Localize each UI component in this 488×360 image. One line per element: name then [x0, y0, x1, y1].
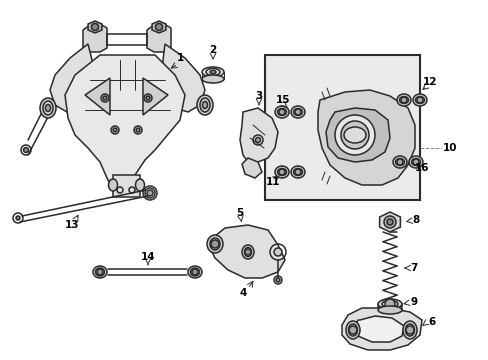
Circle shape — [400, 97, 406, 103]
Text: 6: 6 — [427, 317, 435, 327]
Polygon shape — [242, 158, 262, 178]
Ellipse shape — [209, 71, 216, 73]
Text: 15: 15 — [275, 95, 290, 105]
Circle shape — [91, 23, 98, 31]
Circle shape — [383, 216, 395, 228]
Text: 8: 8 — [411, 215, 419, 225]
Circle shape — [146, 96, 150, 100]
Polygon shape — [147, 24, 171, 52]
Polygon shape — [152, 21, 165, 33]
Circle shape — [275, 278, 280, 282]
Circle shape — [255, 138, 260, 143]
Ellipse shape — [108, 179, 117, 191]
Polygon shape — [341, 308, 421, 350]
Ellipse shape — [45, 104, 50, 112]
Circle shape — [155, 23, 162, 31]
Text: 7: 7 — [409, 263, 417, 273]
Circle shape — [294, 109, 301, 115]
Polygon shape — [379, 212, 400, 232]
Circle shape — [340, 121, 368, 149]
Polygon shape — [162, 44, 204, 112]
Ellipse shape — [40, 98, 56, 118]
Polygon shape — [209, 225, 285, 278]
Ellipse shape — [396, 94, 410, 106]
Circle shape — [334, 115, 374, 155]
Text: 14: 14 — [141, 252, 155, 262]
Ellipse shape — [343, 127, 365, 143]
Circle shape — [136, 128, 140, 132]
Circle shape — [273, 248, 282, 256]
FancyBboxPatch shape — [113, 175, 140, 197]
Ellipse shape — [93, 266, 107, 278]
Ellipse shape — [290, 106, 305, 118]
Ellipse shape — [135, 179, 144, 191]
Circle shape — [348, 326, 356, 334]
Polygon shape — [83, 24, 107, 52]
Polygon shape — [325, 108, 389, 162]
Circle shape — [16, 216, 20, 220]
Circle shape — [294, 169, 301, 175]
Ellipse shape — [202, 67, 224, 77]
Circle shape — [103, 96, 107, 100]
Ellipse shape — [274, 166, 288, 178]
Polygon shape — [85, 78, 110, 115]
Ellipse shape — [206, 235, 223, 253]
Polygon shape — [240, 108, 278, 162]
Circle shape — [147, 190, 153, 196]
Text: 4: 4 — [239, 288, 246, 298]
Circle shape — [244, 249, 250, 255]
Text: 16: 16 — [414, 163, 428, 173]
Circle shape — [113, 128, 117, 132]
Circle shape — [412, 159, 418, 165]
Polygon shape — [142, 78, 168, 115]
Text: 3: 3 — [255, 91, 262, 101]
Circle shape — [23, 148, 28, 153]
Ellipse shape — [412, 94, 426, 106]
Text: 2: 2 — [209, 45, 216, 55]
Circle shape — [192, 269, 198, 275]
Circle shape — [279, 169, 285, 175]
Circle shape — [97, 269, 103, 275]
Text: 5: 5 — [236, 208, 243, 218]
Circle shape — [396, 159, 402, 165]
Polygon shape — [88, 21, 102, 33]
Ellipse shape — [408, 156, 422, 168]
Text: 12: 12 — [422, 77, 436, 87]
Ellipse shape — [197, 95, 213, 115]
FancyBboxPatch shape — [264, 55, 419, 200]
Ellipse shape — [377, 299, 401, 309]
Ellipse shape — [274, 106, 288, 118]
Circle shape — [384, 299, 394, 309]
Polygon shape — [353, 316, 403, 342]
Text: 11: 11 — [265, 177, 280, 187]
Circle shape — [279, 109, 285, 115]
Polygon shape — [65, 55, 184, 195]
Text: 10: 10 — [442, 143, 456, 153]
Ellipse shape — [392, 156, 406, 168]
Ellipse shape — [202, 102, 207, 108]
Ellipse shape — [346, 321, 359, 339]
Polygon shape — [50, 44, 93, 112]
Circle shape — [416, 97, 422, 103]
Circle shape — [210, 240, 219, 248]
Polygon shape — [317, 90, 414, 185]
Text: 1: 1 — [176, 53, 183, 63]
Circle shape — [386, 219, 392, 225]
Text: 9: 9 — [409, 297, 417, 307]
Ellipse shape — [402, 321, 416, 339]
Ellipse shape — [202, 75, 224, 83]
Text: 13: 13 — [64, 220, 79, 230]
Ellipse shape — [187, 266, 202, 278]
Ellipse shape — [242, 245, 253, 259]
Ellipse shape — [377, 306, 401, 314]
Circle shape — [405, 326, 413, 334]
Ellipse shape — [290, 166, 305, 178]
